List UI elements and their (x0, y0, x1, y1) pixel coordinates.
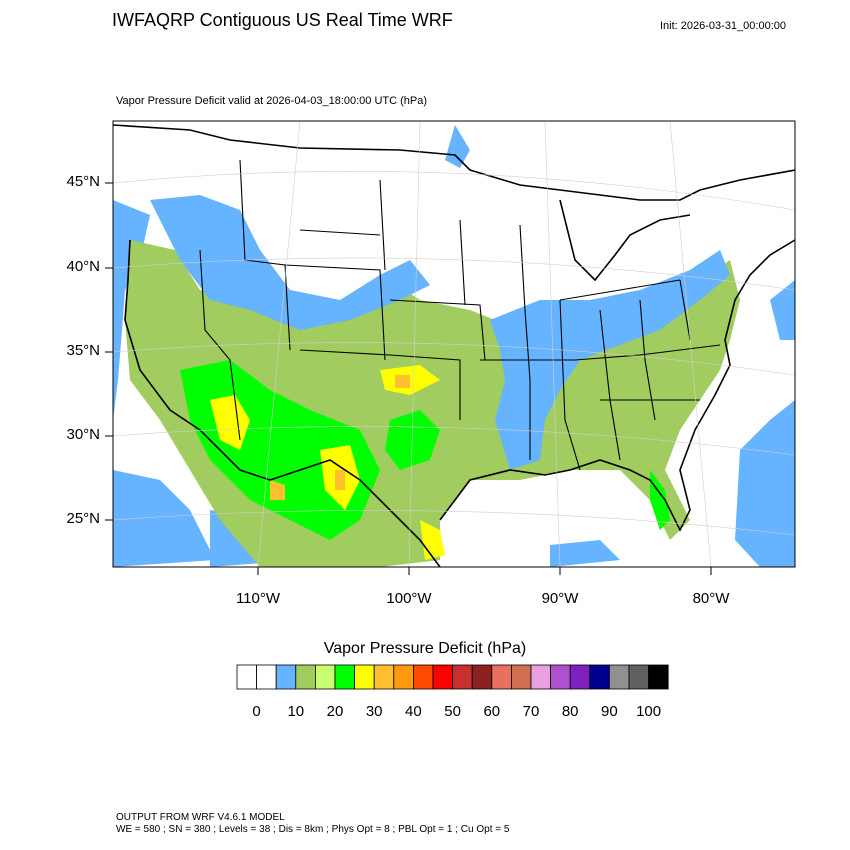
colorbar-tick-label: 70 (522, 703, 540, 720)
colorbar-swatch (256, 664, 277, 690)
colorbar-tick-label: 10 (287, 703, 305, 720)
colorbar-tick-label: 30 (365, 703, 383, 720)
colorbar-swatch (471, 664, 493, 690)
colorbar-swatch (510, 664, 532, 690)
vpd-shading-orange (270, 375, 410, 500)
colorbar-swatch (452, 664, 473, 690)
lat-label-35: 35°N (66, 342, 100, 359)
colorbar-swatch (648, 664, 669, 690)
footer-model-line: OUTPUT FROM WRF V4.6.1 MODEL (116, 812, 285, 823)
lon-label-90w: 90°W (541, 590, 579, 607)
colorbar-tick-label: 100 (636, 703, 662, 720)
colorbar-swatch (432, 664, 454, 690)
vpd-shading-yellow (210, 365, 445, 560)
us-canada-border (113, 124, 795, 201)
colorbar-tick-label: 60 (483, 703, 501, 720)
lat-label-45: 45°N (66, 173, 100, 190)
colorbar-tick-label: 90 (601, 703, 618, 720)
west-coast-and-mexico-border (124, 239, 441, 567)
colorbar-swatch (569, 664, 591, 690)
axis-ticks (105, 182, 712, 575)
colorbar-tick-label: 40 (405, 703, 422, 720)
graticule (113, 121, 795, 567)
map-subtitle: Vapor Pressure Deficit valid at 2026-04-… (116, 95, 428, 107)
lat-label-40: 40°N (66, 258, 100, 275)
colorbar-swatch (275, 664, 297, 690)
lat-label-25: 25°N (66, 510, 100, 527)
map-frame (112, 120, 796, 568)
colorbar-swatch (609, 664, 630, 690)
init-time-label: Init: 2026-03-31_00:00:00 (660, 20, 786, 32)
colorbar-swatch (530, 664, 552, 690)
colorbar-tick-label: 20 (326, 703, 344, 720)
gulf-and-east-coast (439, 239, 795, 532)
colorbar-swatch (412, 664, 434, 690)
colorbar-title: Vapor Pressure Deficit (hPa) (323, 640, 527, 657)
main-title: IWFAQRP Contiguous US Real Time WRF (112, 10, 453, 30)
colorbar-swatch (334, 664, 356, 690)
boundary-lines (113, 124, 795, 567)
great-lakes-outline (559, 199, 691, 282)
footer-settings-line: WE = 580 ; SN = 380 ; Levels = 38 ; Dis … (116, 824, 510, 835)
lat-label-30: 30°N (66, 426, 100, 443)
vpd-shading-low-blue (150, 195, 730, 470)
colorbar (236, 664, 669, 690)
lon-label-110w: 110°W (235, 590, 281, 607)
colorbar-swatch (354, 664, 375, 690)
lon-label-100w: 100°W (386, 590, 432, 607)
colorbar-swatch (589, 664, 610, 690)
colorbar-swatch (373, 664, 395, 690)
colorbar-tick-label: 80 (561, 703, 579, 720)
colorbar-swatch (236, 664, 258, 690)
colorbar-swatch (550, 664, 571, 690)
colorbar-tick-label: 50 (444, 703, 461, 720)
colorbar-swatch (314, 664, 336, 690)
state-boundaries (199, 159, 721, 471)
colorbar-swatch (393, 664, 414, 690)
map-panel (113, 121, 795, 567)
colorbar-swatch (628, 664, 650, 690)
colorbar-swatch (295, 664, 316, 690)
colorbar-tick-label: 0 (252, 703, 261, 720)
lon-label-80w: 80°W (692, 590, 730, 607)
colorbar-swatch (491, 664, 512, 690)
